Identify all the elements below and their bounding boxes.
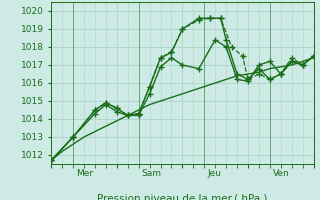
- Text: Ven: Ven: [273, 169, 289, 178]
- Text: Pression niveau de la mer ( hPa ): Pression niveau de la mer ( hPa ): [97, 193, 268, 200]
- Text: Mer: Mer: [76, 169, 93, 178]
- Text: Jeu: Jeu: [207, 169, 221, 178]
- Text: Sam: Sam: [141, 169, 161, 178]
